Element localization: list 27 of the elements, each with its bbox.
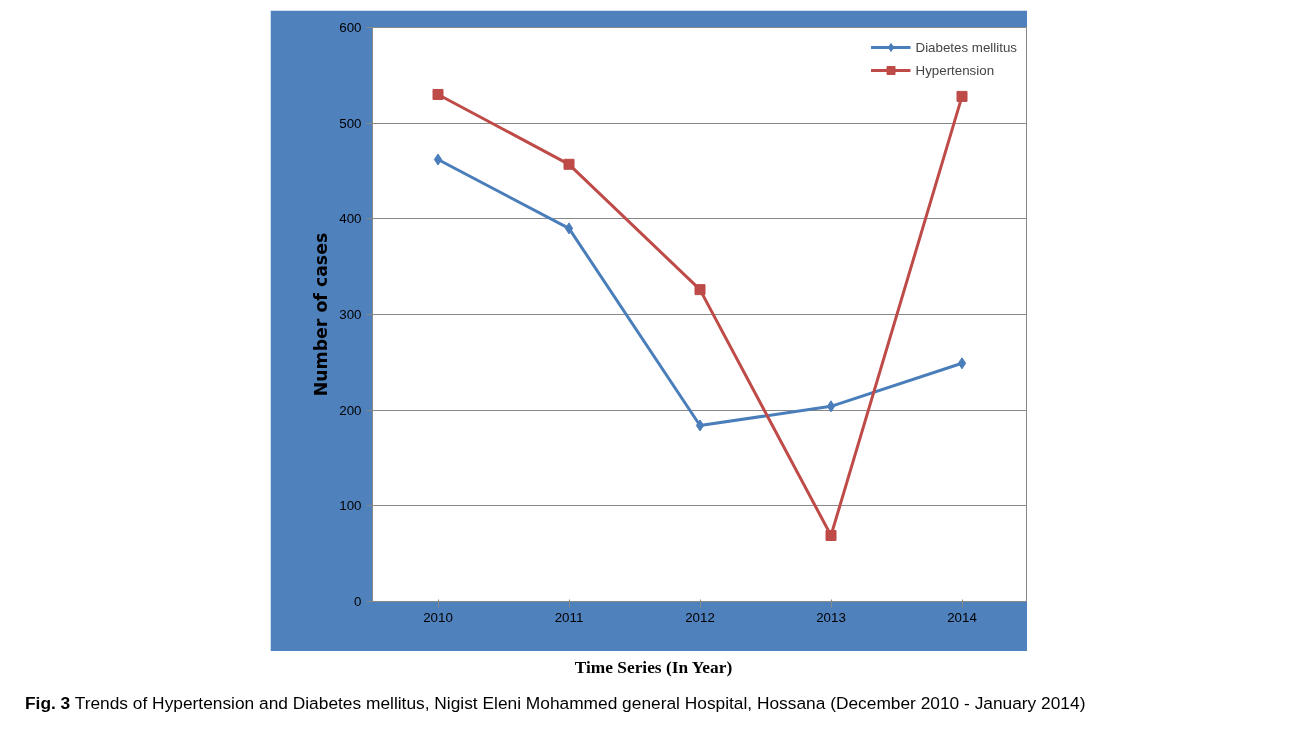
y-tick-label: 0 [354,594,362,609]
x-tick-label: 2011 [554,609,584,625]
point [563,158,575,170]
y-tick-label: 500 [339,115,362,131]
y-tick-label: 300 [339,307,362,322]
legend-label: Diabetes mellitus [915,39,1017,55]
point [695,419,705,432]
legend-label: Hypertension [915,62,995,78]
point [826,400,836,413]
y-tick-label: 600 [339,20,362,35]
point [825,529,837,541]
x-tick-label: 2013 [816,609,846,625]
point [694,284,706,296]
caption: Fig. 3 Trends of Hypertension and Diabetes mellitus, Nigist Eleni Mohammed general Hospital, Hossana (December 2010 - January 2014) [25,691,1086,715]
point [957,357,967,370]
y-axis-title: Number of cases [311,232,332,397]
y-tick-label: 400 [339,211,362,227]
y-tick-label: 100 [339,498,362,514]
x-axis-title: Time Series (In Year) [574,658,733,677]
point [564,222,574,235]
y-tick-label: 200 [339,402,362,418]
x-tick-label: 2010 [423,609,453,625]
x-tick-label: 2012 [685,609,715,625]
x-tick-label: 2014 [947,609,978,625]
point [433,153,443,166]
point [956,90,968,102]
point [432,88,444,100]
